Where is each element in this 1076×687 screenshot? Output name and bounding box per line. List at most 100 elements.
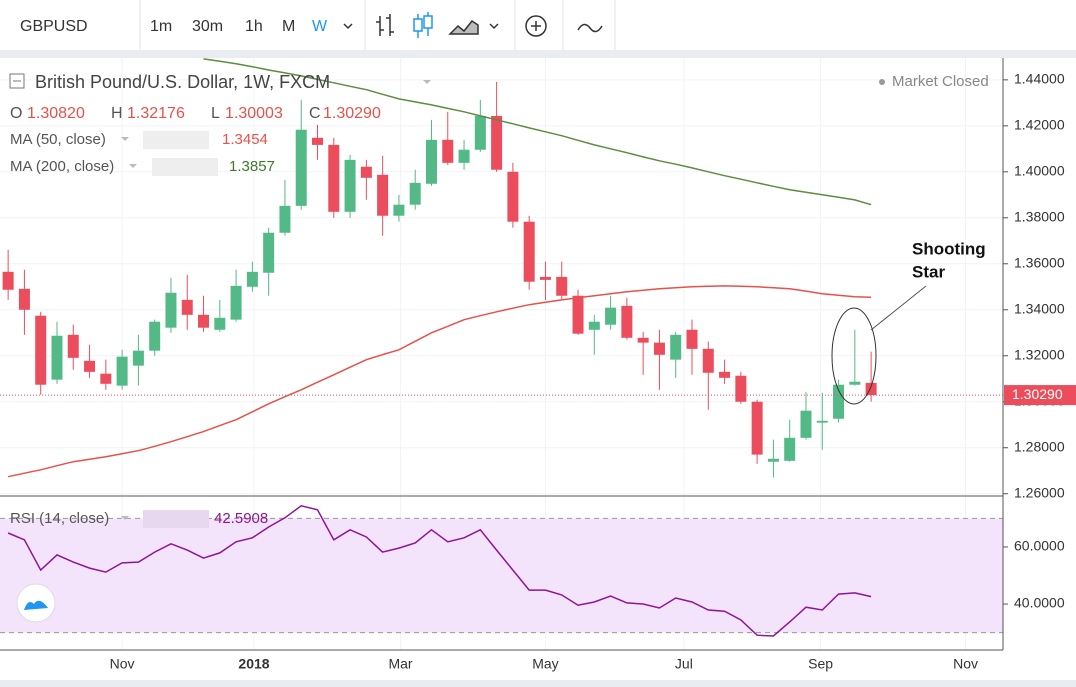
interval[interactable]: M <box>282 18 295 35</box>
dropdown[interactable] <box>343 23 353 30</box>
candle-body <box>849 381 861 385</box>
candle-body <box>686 329 698 349</box>
candle-body <box>165 292 177 328</box>
candle-body <box>491 115 503 170</box>
candle-body <box>507 171 519 222</box>
candle-body <box>572 295 584 334</box>
annotation-ellipse <box>831 307 877 405</box>
x-tick-label: Jul <box>675 656 693 672</box>
candle-body <box>800 410 812 438</box>
plot <box>0 58 1003 637</box>
candle-body <box>621 305 633 338</box>
candle-body <box>2 271 14 290</box>
y-tick-label: 1.40000 <box>1014 163 1065 179</box>
ohlc-key: O <box>10 105 22 122</box>
candle-body <box>116 356 128 386</box>
annotation: Star <box>912 262 945 281</box>
rsi-band <box>0 517 1003 634</box>
legend-value: 1.3857 <box>229 158 275 175</box>
candle-body <box>523 221 535 282</box>
candle-body <box>360 166 372 178</box>
symbol[interactable]: GBPUSD <box>20 18 88 35</box>
legend-entry: MA (200, close) <box>10 158 114 175</box>
candle-body <box>702 348 714 373</box>
y-tick-label: 1.28000 <box>1014 438 1065 454</box>
candle-body <box>100 373 112 384</box>
ohlc-key: L <box>211 105 220 122</box>
indicator-controls[interactable] <box>152 158 218 176</box>
candle-body <box>425 139 437 184</box>
dropdown[interactable] <box>121 516 129 520</box>
compare-icon[interactable] <box>577 23 603 33</box>
ohlc-key: H <box>111 105 123 122</box>
series-line <box>7 504 872 637</box>
y-tick-label: 1.44000 <box>1014 71 1065 87</box>
candle-body <box>767 458 779 462</box>
annotation: Shooting <box>912 239 986 258</box>
candle-body <box>409 182 421 205</box>
series-line <box>7 285 872 478</box>
y-tick-label: 1.34000 <box>1014 300 1065 316</box>
y-tick-label: 1.36000 <box>1014 254 1065 270</box>
interval[interactable]: W <box>312 18 328 35</box>
legend-value: 1.3454 <box>222 131 268 148</box>
candle-body <box>865 382 877 396</box>
candle-body <box>67 334 79 358</box>
candle-body <box>833 384 845 419</box>
candle-body <box>637 337 649 343</box>
ohlc-value: 1.30003 <box>225 105 283 122</box>
x-tick-label: Nov <box>953 656 978 672</box>
candle-icon <box>413 18 423 32</box>
candle-body <box>344 159 356 212</box>
last-price-tag <box>1004 385 1076 406</box>
bar-icon[interactable] <box>376 14 394 36</box>
candle-body <box>263 232 275 273</box>
y-tick-label: 1.42000 <box>1014 117 1065 133</box>
candle-body <box>735 375 747 402</box>
candle-body <box>719 371 731 378</box>
candle-body <box>539 276 551 280</box>
legend-value: 42.5908 <box>214 510 268 527</box>
candle-body <box>556 276 568 296</box>
y-tick-label: 1.32000 <box>1014 346 1065 362</box>
candle-body <box>18 288 30 310</box>
candle-icon <box>423 15 433 29</box>
x-tick-label: Mar <box>388 656 412 672</box>
last-price-label: 1.30290 <box>1012 386 1063 402</box>
dropdown[interactable] <box>121 137 129 141</box>
add-indicator[interactable] <box>525 15 547 37</box>
candle-body <box>377 174 389 216</box>
candle-body <box>198 314 210 328</box>
y-tick-label: 1.38000 <box>1014 208 1065 224</box>
interval[interactable]: 30m <box>192 18 223 35</box>
interval[interactable]: 1m <box>150 18 172 35</box>
add-indicator <box>531 21 541 31</box>
status-dot <box>879 79 885 85</box>
y-tick-label: 60.0000 <box>1014 538 1065 554</box>
legend-entry: RSI (14, close) <box>10 510 109 527</box>
candle-body <box>295 129 307 206</box>
ohlc-key: C <box>309 105 321 122</box>
ohlc-value: 1.30820 <box>27 105 85 122</box>
indicator-controls[interactable] <box>143 131 209 149</box>
indicator-controls[interactable] <box>143 510 209 528</box>
dropdown[interactable] <box>489 23 499 30</box>
dropdown[interactable] <box>129 164 137 168</box>
candle-body <box>328 144 340 212</box>
candle-body <box>181 299 193 315</box>
candle-body <box>312 137 324 145</box>
toolbar <box>0 0 1076 50</box>
bottom-gap <box>0 680 1076 687</box>
dropdown[interactable] <box>423 80 431 84</box>
logo <box>24 600 48 610</box>
candle-body <box>670 334 682 360</box>
band-fill <box>0 518 1003 633</box>
candle-body <box>132 350 144 366</box>
candle-body <box>816 420 828 423</box>
interval[interactable]: 1h <box>245 18 263 35</box>
x-tick-label: Sep <box>808 656 833 672</box>
area-icon[interactable] <box>448 19 479 35</box>
y-tick-label: 1.26000 <box>1014 484 1065 500</box>
candle-body <box>35 315 47 385</box>
